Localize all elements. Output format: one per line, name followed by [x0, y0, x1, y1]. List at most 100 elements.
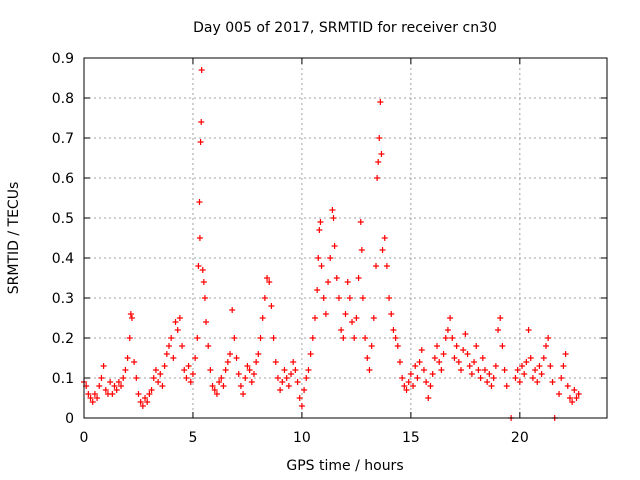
data-point — [442, 335, 449, 341]
data-point — [207, 367, 214, 373]
chart-title: Day 005 of 2017, SRMTID for receiver cn3… — [193, 20, 497, 36]
data-points — [81, 67, 582, 421]
data-point — [127, 311, 134, 317]
data-point — [562, 351, 569, 357]
data-point — [253, 359, 260, 365]
x-tick-label: 10 — [293, 430, 311, 446]
data-point — [237, 383, 244, 389]
data-point — [301, 387, 308, 393]
data-point — [283, 375, 290, 381]
data-point — [213, 391, 220, 397]
data-point — [146, 391, 153, 397]
data-point — [285, 383, 292, 389]
data-point — [150, 375, 157, 381]
data-point — [488, 383, 495, 389]
data-point — [222, 367, 229, 373]
data-point — [159, 383, 166, 389]
data-point — [174, 327, 181, 333]
y-tick-label: 0.3 — [52, 291, 74, 307]
data-point — [545, 335, 552, 341]
data-point — [375, 159, 382, 165]
data-point — [525, 327, 532, 333]
data-point — [187, 379, 194, 385]
data-point — [197, 139, 204, 145]
data-point — [427, 383, 434, 389]
data-point — [144, 399, 151, 405]
data-point — [192, 355, 199, 361]
data-point — [344, 279, 351, 285]
data-point — [556, 391, 563, 397]
data-point — [503, 383, 510, 389]
data-point — [94, 395, 101, 401]
y-tick-label: 0.7 — [52, 131, 74, 147]
data-point — [414, 375, 421, 381]
data-point — [440, 351, 447, 357]
data-point — [407, 371, 414, 377]
data-point — [199, 267, 206, 273]
data-point — [378, 151, 385, 157]
data-point — [569, 399, 576, 405]
data-point — [401, 383, 408, 389]
y-tick-label: 0.4 — [52, 251, 74, 267]
data-point — [484, 379, 491, 385]
data-point — [133, 375, 140, 381]
data-point — [495, 327, 502, 333]
data-point — [183, 375, 190, 381]
data-point — [492, 363, 499, 369]
data-point — [315, 255, 322, 261]
data-point — [264, 275, 271, 281]
data-point — [523, 359, 530, 365]
data-point — [353, 315, 360, 321]
data-point — [431, 355, 438, 361]
data-point — [109, 391, 116, 397]
x-tick-label: 15 — [402, 430, 420, 446]
data-point — [359, 295, 366, 301]
data-point — [425, 395, 432, 401]
data-point — [311, 315, 318, 321]
data-point — [296, 395, 303, 401]
data-point — [122, 367, 129, 373]
data-point — [128, 315, 135, 321]
data-point — [466, 363, 473, 369]
data-point — [200, 279, 207, 285]
y-tick-label: 0.5 — [52, 211, 74, 227]
data-point — [220, 383, 227, 389]
data-point — [294, 379, 301, 385]
data-point — [229, 307, 236, 313]
data-point — [455, 359, 462, 365]
data-point — [351, 335, 358, 341]
data-point — [486, 371, 493, 377]
data-point — [305, 367, 312, 373]
data-point — [203, 319, 210, 325]
data-point — [257, 335, 264, 341]
data-point — [357, 219, 364, 225]
data-point — [100, 363, 107, 369]
data-point — [383, 263, 390, 269]
data-point — [195, 263, 202, 269]
data-point — [349, 319, 356, 325]
data-point — [377, 99, 384, 105]
data-point — [536, 363, 543, 369]
y-tick-label: 0 — [65, 411, 74, 427]
data-point — [318, 263, 325, 269]
data-point — [317, 219, 324, 225]
data-point — [333, 275, 340, 281]
data-point — [325, 279, 332, 285]
data-point — [497, 315, 504, 321]
data-point — [331, 243, 338, 249]
data-point — [499, 343, 506, 349]
data-point — [473, 343, 480, 349]
data-point — [235, 371, 242, 377]
y-tick-label: 0.6 — [52, 171, 74, 187]
data-point — [196, 199, 203, 205]
data-point — [211, 387, 218, 393]
data-point — [449, 335, 456, 341]
data-point — [87, 395, 94, 401]
data-point — [279, 379, 286, 385]
data-point — [307, 351, 314, 357]
data-point — [91, 391, 98, 397]
data-point — [438, 367, 445, 373]
data-point — [412, 363, 419, 369]
data-point — [327, 255, 334, 261]
